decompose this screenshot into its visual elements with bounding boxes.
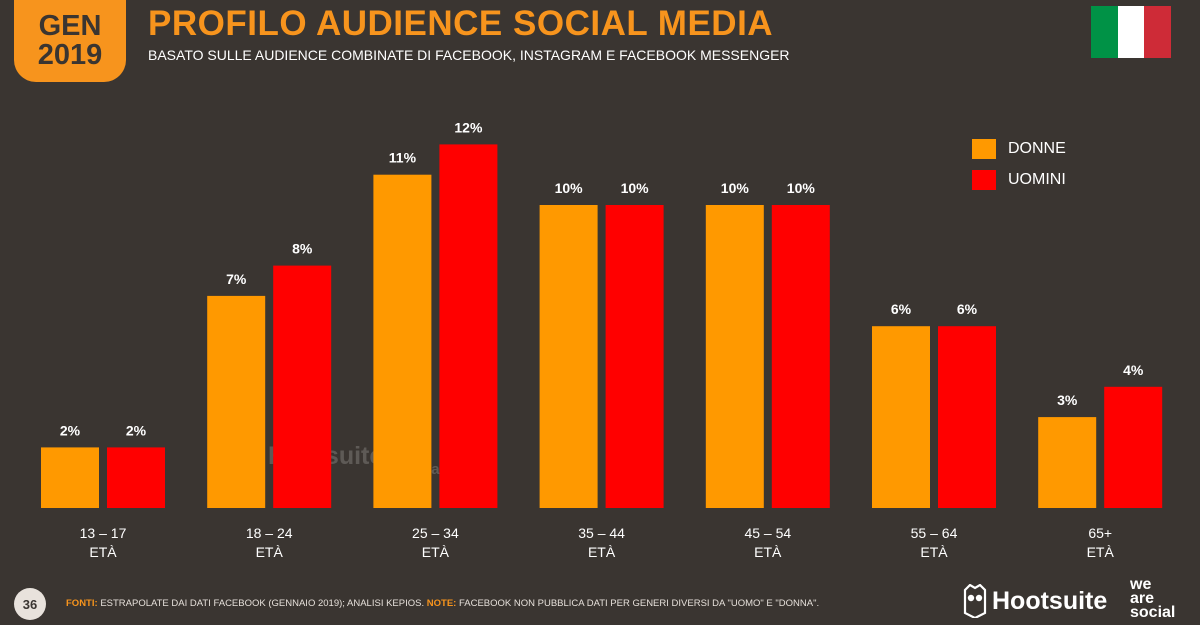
chart-legend: DONNE UOMINI [972,139,1066,201]
category-sublabel-5: ETÀ [920,544,948,560]
date-badge: GEN 2019 [14,0,126,82]
source-text: ESTRAPOLATE DAI DATI FACEBOOK (GENNAIO 2… [100,598,425,609]
data-label-uomini-0: 2% [126,422,147,438]
bar-uomini-0 [107,447,165,508]
category-sublabel-4: ETÀ [754,544,782,560]
note-text: FACEBOOK NON PUBBLICA DATI PER GENERI DI… [458,598,820,609]
category-sublabel-6: ETÀ [1087,544,1115,560]
date-year: 2019 [37,39,103,71]
bar-donne-3 [539,205,598,508]
hootsuite-owl-icon [963,584,987,618]
footer-source: FONTI: ESTRAPOLATE DAI DATI FACEBOOK (GE… [66,598,819,609]
legend-swatch-uomini [972,170,996,190]
bar-uomini-3 [605,205,664,508]
data-label-uomini-1: 8% [292,241,313,257]
data-label-donne-5: 6% [891,301,912,317]
data-label-uomini-2: 12% [454,119,483,135]
data-label-donne-1: 7% [226,271,247,287]
bar-donne-0 [41,447,99,508]
category-sublabel-1: ETÀ [256,544,284,560]
data-label-donne-4: 10% [721,180,750,196]
bar-uomini-6 [1104,386,1163,508]
category-sublabel-0: ETÀ [89,544,117,560]
bar-donne-1 [207,295,266,508]
page-number: 36 [14,588,46,620]
page-title: PROFILO AUDIENCE SOCIAL MEDIA [148,4,774,43]
we-are-social-logo: we are social [1130,576,1176,621]
category-sublabel-2: ETÀ [422,544,450,560]
legend-label-uomini: UOMINI [1008,171,1066,188]
category-label-5: 55 – 64 [911,525,958,541]
hootsuite-logo: Hootsuite [992,587,1108,615]
legend-swatch-donne [972,139,996,159]
flag-stripe-green [1091,6,1118,58]
data-label-uomini-3: 10% [621,180,650,196]
data-label-uomini-4: 10% [787,180,816,196]
bar-uomini-4 [771,205,830,508]
data-label-donne-3: 10% [555,180,584,196]
bar-donne-6 [1038,417,1097,508]
bar-donne-5 [872,326,930,508]
data-label-donne-2: 11% [389,150,417,166]
category-label-4: 45 – 54 [744,525,791,541]
data-label-donne-6: 3% [1057,392,1078,408]
category-label-0: 13 – 17 [80,525,127,541]
legend-item-uomini: UOMINI [972,170,1066,190]
category-label-1: 18 – 24 [246,525,293,541]
flag-stripe-red [1144,6,1172,58]
page-subtitle: BASATO SULLE AUDIENCE COMBINATE DI FACEB… [148,47,790,63]
category-label-6: 65+ [1088,525,1112,541]
source-label: FONTI: [66,598,98,609]
category-label-3: 35 – 44 [578,525,625,541]
italy-flag-icon [1091,6,1172,58]
category-sublabel-3: ETÀ [588,544,616,560]
bar-donne-4 [705,205,764,508]
bar-uomini-5 [938,326,996,508]
date-month: GEN [38,10,102,42]
data-label-donne-0: 2% [60,422,81,438]
bar-donne-2 [373,174,432,508]
category-label-2: 25 – 34 [412,525,459,541]
legend-item-donne: DONNE [972,139,1066,159]
flag-stripe-white [1117,6,1145,58]
bar-uomini-1 [273,265,332,508]
legend-label-donne: DONNE [1008,140,1066,157]
note-label: NOTE: [426,598,457,609]
bar-uomini-2 [439,144,498,508]
data-label-uomini-6: 4% [1123,362,1144,378]
data-label-uomini-5: 6% [957,301,978,317]
